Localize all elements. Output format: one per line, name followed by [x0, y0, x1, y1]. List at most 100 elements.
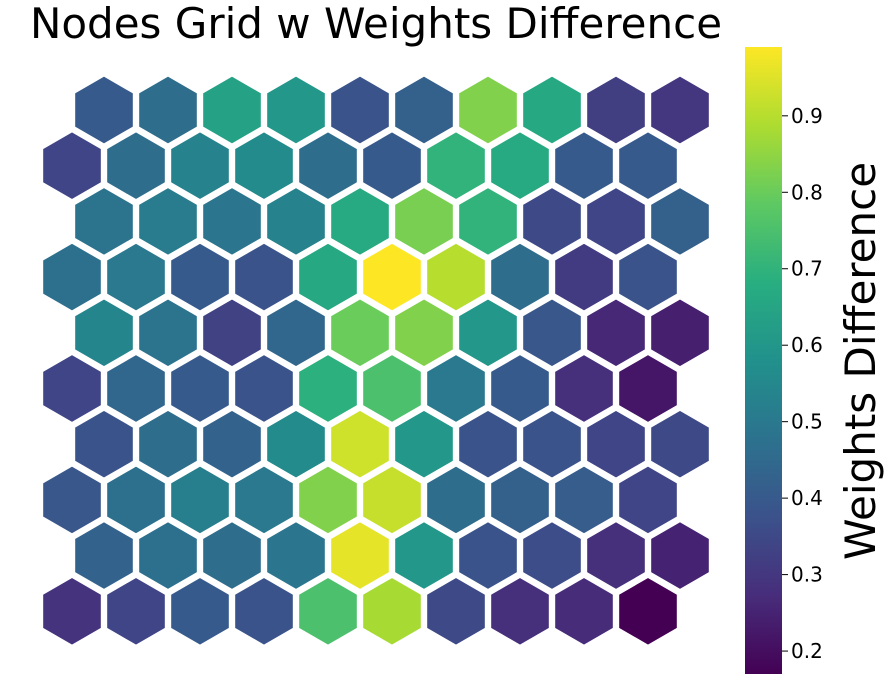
hex-cell: [136, 407, 200, 481]
hex-cell: [200, 519, 264, 593]
hex-cell: [72, 407, 136, 481]
hex-cell: [616, 574, 680, 648]
hex-cell: [72, 519, 136, 593]
hex-cell: [424, 352, 488, 425]
hex-cell: [520, 184, 584, 258]
hex-cell: [232, 240, 296, 314]
hex-cell: [264, 519, 328, 593]
hex-cell: [488, 240, 552, 314]
colorbar-tick-label: 0.4: [791, 486, 823, 510]
hex-cell: [232, 574, 296, 648]
hex-cell: [616, 240, 680, 314]
hex-cell: [168, 240, 232, 314]
hex-cell: [424, 129, 488, 203]
hex-cell: [488, 129, 552, 203]
hex-cell: [488, 574, 552, 648]
hex-cell: [392, 296, 456, 370]
hex-cell: [200, 184, 264, 258]
hex-cell: [104, 352, 168, 425]
hex-cell: [40, 129, 104, 203]
hex-cell: [264, 296, 328, 370]
hex-cell: [360, 240, 424, 314]
colorbar-tick-label: 0.7: [791, 257, 823, 281]
colorbar-tick-label: 0.3: [791, 563, 823, 587]
hex-cell: [584, 296, 648, 370]
hex-cell: [136, 184, 200, 258]
hex-cell: [232, 352, 296, 425]
hex-cell: [552, 463, 616, 537]
hex-cell: [584, 184, 648, 258]
hex-cell: [296, 463, 360, 537]
hex-cell: [360, 352, 424, 425]
hex-cell: [296, 240, 360, 314]
hex-cell: [104, 129, 168, 203]
colorbar-tick-label: 0.5: [791, 410, 823, 434]
hex-cell: [264, 184, 328, 258]
hex-cell: [328, 407, 392, 481]
hex-cell: [424, 463, 488, 537]
hex-cell: [456, 296, 520, 370]
hex-cell: [648, 407, 712, 481]
hex-cell: [200, 73, 264, 147]
hex-cell: [168, 574, 232, 648]
hex-cell: [392, 184, 456, 258]
hex-cell: [328, 73, 392, 147]
hex-cell: [40, 463, 104, 537]
hex-cell: [584, 407, 648, 481]
hex-cell: [168, 129, 232, 203]
hex-cell: [392, 407, 456, 481]
hex-cell: [72, 296, 136, 370]
hex-cell: [520, 73, 584, 147]
colorbar-tick-label: 0.9: [791, 104, 823, 128]
hex-cell: [168, 352, 232, 425]
hex-cell: [328, 519, 392, 593]
hex-cell: [72, 184, 136, 258]
hex-cell: [168, 463, 232, 537]
hex-cell: [552, 352, 616, 425]
hex-cell: [456, 184, 520, 258]
colorbar-ticks: 0.2 0.3 0.4 0.5 0.6 0.7 0.8 0.9: [782, 104, 823, 663]
hex-cell: [456, 407, 520, 481]
hex-cell: [136, 73, 200, 147]
hex-cell: [520, 519, 584, 593]
hex-cell: [584, 73, 648, 147]
hex-cell: [264, 407, 328, 481]
hex-cell: [328, 296, 392, 370]
hex-cell: [40, 352, 104, 425]
hex-cell: [424, 574, 488, 648]
hex-cell: [648, 184, 712, 258]
hex-cell: [200, 296, 264, 370]
hex-cell: [296, 129, 360, 203]
hex-cell: [296, 352, 360, 425]
chart-title: Nodes Grid w Weights Difference: [30, 0, 722, 48]
hex-cell: [552, 574, 616, 648]
hex-cell: [552, 240, 616, 314]
hex-cell: [72, 73, 136, 147]
hex-cell: [552, 129, 616, 203]
hex-grid: [40, 73, 712, 648]
hex-cell: [328, 184, 392, 258]
hex-cell: [520, 296, 584, 370]
hex-cell: [424, 240, 488, 314]
hex-cell: [616, 129, 680, 203]
hex-cell: [232, 463, 296, 537]
hex-cell: [616, 352, 680, 425]
hex-cell: [392, 519, 456, 593]
hex-cell: [456, 73, 520, 147]
colorbar: [745, 47, 782, 674]
hex-cell: [616, 463, 680, 537]
hex-cell: [136, 296, 200, 370]
hex-cell: [488, 352, 552, 425]
hex-cell: [456, 519, 520, 593]
hex-cell: [232, 129, 296, 203]
colorbar-tick-label: 0.6: [791, 333, 823, 357]
colorbar-tick-label: 0.2: [791, 639, 823, 663]
hex-cell: [488, 463, 552, 537]
hex-cell: [104, 574, 168, 648]
colorbar-label: Weights Difference: [836, 162, 885, 560]
hex-cell: [104, 463, 168, 537]
hex-cell: [200, 407, 264, 481]
hex-cell: [360, 129, 424, 203]
hex-cell: [136, 519, 200, 593]
